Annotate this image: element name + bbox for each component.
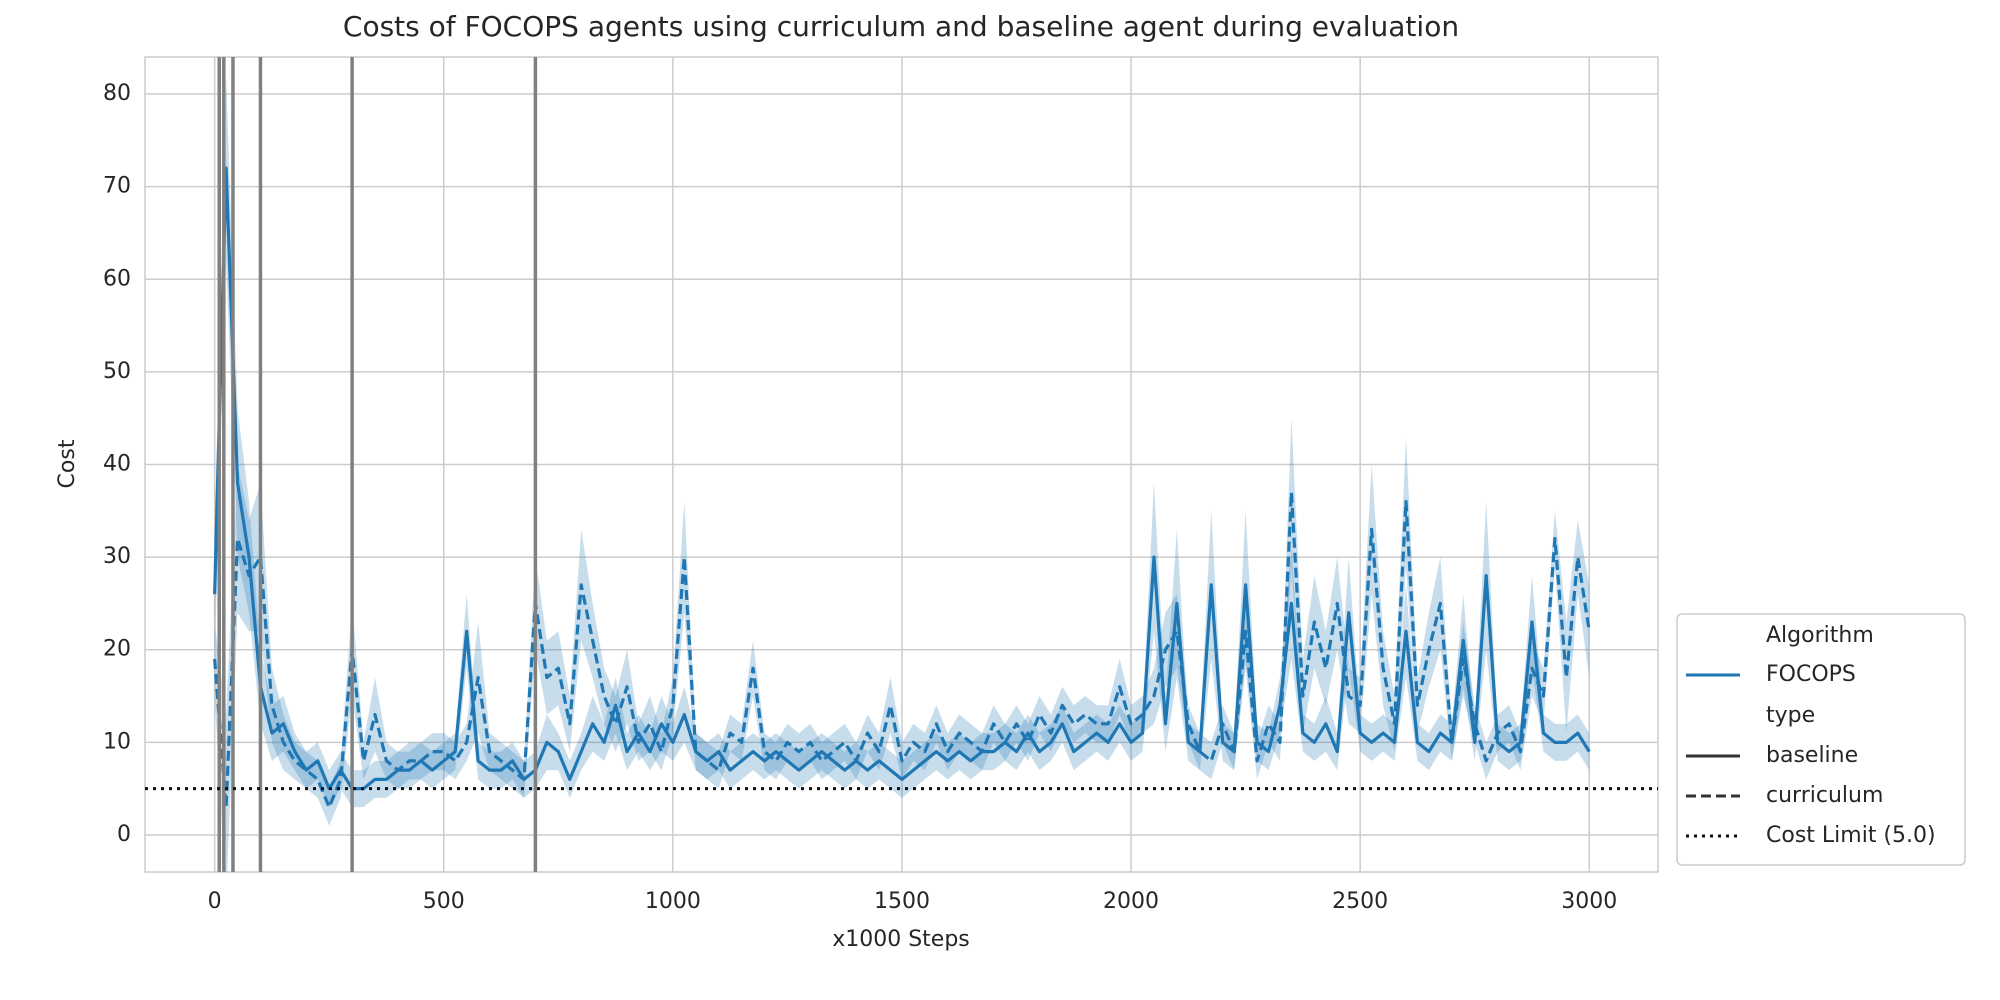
legend-title: Algorithm — [1766, 623, 1874, 648]
y-tick-label: 50 — [103, 359, 131, 384]
y-tick-label: 60 — [103, 266, 131, 291]
legend-label: curriculum — [1766, 783, 1883, 808]
series-line — [213, 166, 1591, 791]
grid — [145, 57, 1658, 872]
x-axis-label: x1000 Steps — [832, 927, 970, 952]
legend-label: baseline — [1766, 743, 1858, 768]
series-line — [213, 490, 1591, 809]
y-tick-label: 20 — [103, 637, 131, 662]
x-tick-label: 500 — [423, 889, 465, 914]
legend-label: FOCOPS — [1766, 662, 1856, 687]
legend-title: type — [1766, 703, 1815, 728]
x-tick-label: 2000 — [1103, 889, 1159, 914]
x-tick-label: 1500 — [874, 889, 930, 914]
x-tick-label: 2500 — [1332, 889, 1388, 914]
legend-label: Cost Limit (5.0) — [1766, 823, 1936, 848]
legend-box — [1676, 613, 1966, 866]
x-tick-label: 0 — [208, 889, 222, 914]
legend: Algorithm FOCOPS type baseline curriculu… — [1676, 613, 1966, 866]
chart-title: Costs of FOCOPS agents using curriculum … — [343, 10, 1459, 43]
x-tick-label: 1000 — [645, 889, 701, 914]
y-axis-label: Cost — [55, 439, 80, 488]
y-tick-label: 40 — [103, 452, 131, 477]
confidence-band — [214, 75, 1590, 808]
y-tick-label: 0 — [117, 822, 131, 847]
confidence-band — [214, 418, 1590, 872]
y-tick-label: 70 — [103, 174, 131, 199]
marks — [145, 57, 1658, 872]
y-tick-label: 10 — [103, 729, 131, 754]
y-tick-label: 30 — [103, 544, 131, 569]
y-tick-label: 80 — [103, 81, 131, 106]
x-tick-label: 3000 — [1561, 889, 1617, 914]
